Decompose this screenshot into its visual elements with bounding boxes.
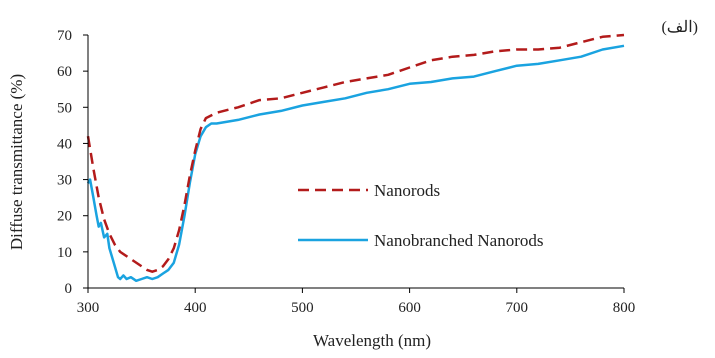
y-tick-label: 0: [65, 281, 73, 297]
x-axis: 300 400 500 600 700 800: [77, 287, 636, 316]
x-tick-label: 700: [506, 300, 529, 316]
y-axis: 0 10 20 30 40 50 60 70: [57, 28, 89, 297]
legend-label-nanobranched: Nanobranched Nanorods: [374, 231, 543, 250]
y-tick-label: 20: [57, 209, 72, 225]
y-tick-label: 30: [57, 173, 72, 189]
y-tick-label: 60: [57, 64, 72, 80]
legend-label-nanorods: Nanorods: [374, 181, 440, 200]
legend: Nanorods Nanobranched Nanorods: [298, 181, 543, 250]
x-tick-label: 800: [613, 300, 636, 316]
x-axis-title: Wavelength (nm): [313, 331, 431, 350]
y-tick-label: 40: [57, 136, 72, 152]
y-tick-label: 10: [57, 245, 72, 261]
y-tick-label: 70: [57, 28, 72, 44]
x-tick-label: 600: [398, 300, 421, 316]
panel-label: (الف): [661, 19, 698, 36]
series-line-nanorods: [86, 33, 625, 273]
x-tick-label: 500: [291, 300, 314, 316]
y-axis-title: Diffuse transmittance (%): [7, 74, 26, 250]
x-tick-label: 300: [77, 300, 100, 316]
plot-area: [86, 33, 625, 283]
x-tick-label: 400: [184, 300, 207, 316]
series-line-nanobranched-nanorods: [86, 44, 625, 283]
y-tick-label: 50: [57, 100, 72, 116]
